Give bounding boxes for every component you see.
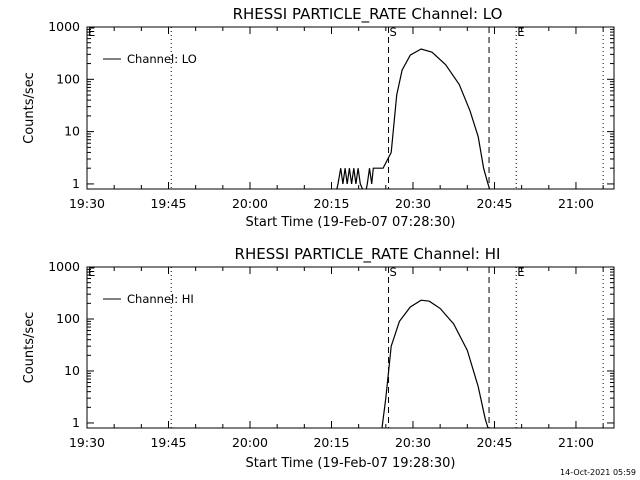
series-line-hi-0 (381, 299, 489, 429)
x-tick-label-lo: 20:45 (476, 196, 512, 211)
y-tick-label-lo: 10 (64, 124, 80, 139)
y-tick-label-hi: 1000 (48, 259, 80, 274)
x-tick-label-lo: 19:30 (69, 196, 105, 211)
y-tick-label-lo: 1 (72, 176, 80, 191)
x-tick-label-hi: 19:30 (69, 435, 105, 450)
x-tick-label-lo: 21:00 (558, 196, 594, 211)
x-tick-label-hi: 19:45 (150, 435, 186, 450)
chart-title-hi: RHESSI PARTICLE_RATE Channel: HI (235, 245, 501, 264)
x-tick-label-lo: 20:15 (313, 196, 349, 211)
x-axis-label-hi: Start Time (19-Feb-07 19:28:30) (246, 456, 456, 471)
x-tick-label-lo: 19:45 (150, 196, 186, 211)
x-axis-label-lo: Start Time (19-Feb-07 07:28:30) (246, 215, 456, 230)
marker-label-hi: S (390, 265, 397, 279)
y-tick-label-lo: 100 (56, 71, 80, 86)
y-axis-label-hi: Counts/sec (22, 312, 37, 384)
x-tick-label-hi: 20:45 (476, 435, 512, 450)
y-tick-label-lo: 1000 (48, 19, 80, 34)
series-line-lo-1 (365, 48, 491, 190)
marker-label-lo: E (517, 25, 524, 39)
x-tick-label-hi: 20:30 (395, 435, 431, 450)
x-tick-label-lo: 20:30 (395, 196, 431, 211)
marker-label-lo: S (390, 25, 397, 39)
marker-label-hi: E (88, 265, 95, 279)
x-tick-label-hi: 20:15 (313, 435, 349, 450)
y-tick-label-hi: 100 (56, 311, 80, 326)
plot-frame-lo (86, 26, 615, 190)
generation-timestamp: 14-Oct-2021 05:59 (560, 468, 636, 477)
marker-label-lo: E (88, 25, 95, 39)
x-tick-label-hi: 20:00 (232, 435, 268, 450)
x-tick-label-hi: 21:00 (558, 435, 594, 450)
legend-label-hi: Channel: HI (127, 292, 194, 306)
chart-title-lo: RHESSI PARTICLE_RATE Channel: LO (233, 5, 503, 24)
y-tick-label-hi: 1 (72, 415, 80, 430)
legend-label-lo: Channel: LO (127, 52, 197, 66)
series-line-lo-0 (336, 168, 364, 190)
plot-frame-hi (86, 266, 615, 429)
x-tick-label-lo: 20:00 (232, 196, 268, 211)
marker-label-hi: E (517, 265, 524, 279)
y-tick-label-hi: 10 (64, 363, 80, 378)
y-axis-label-lo: Counts/sec (22, 72, 37, 144)
